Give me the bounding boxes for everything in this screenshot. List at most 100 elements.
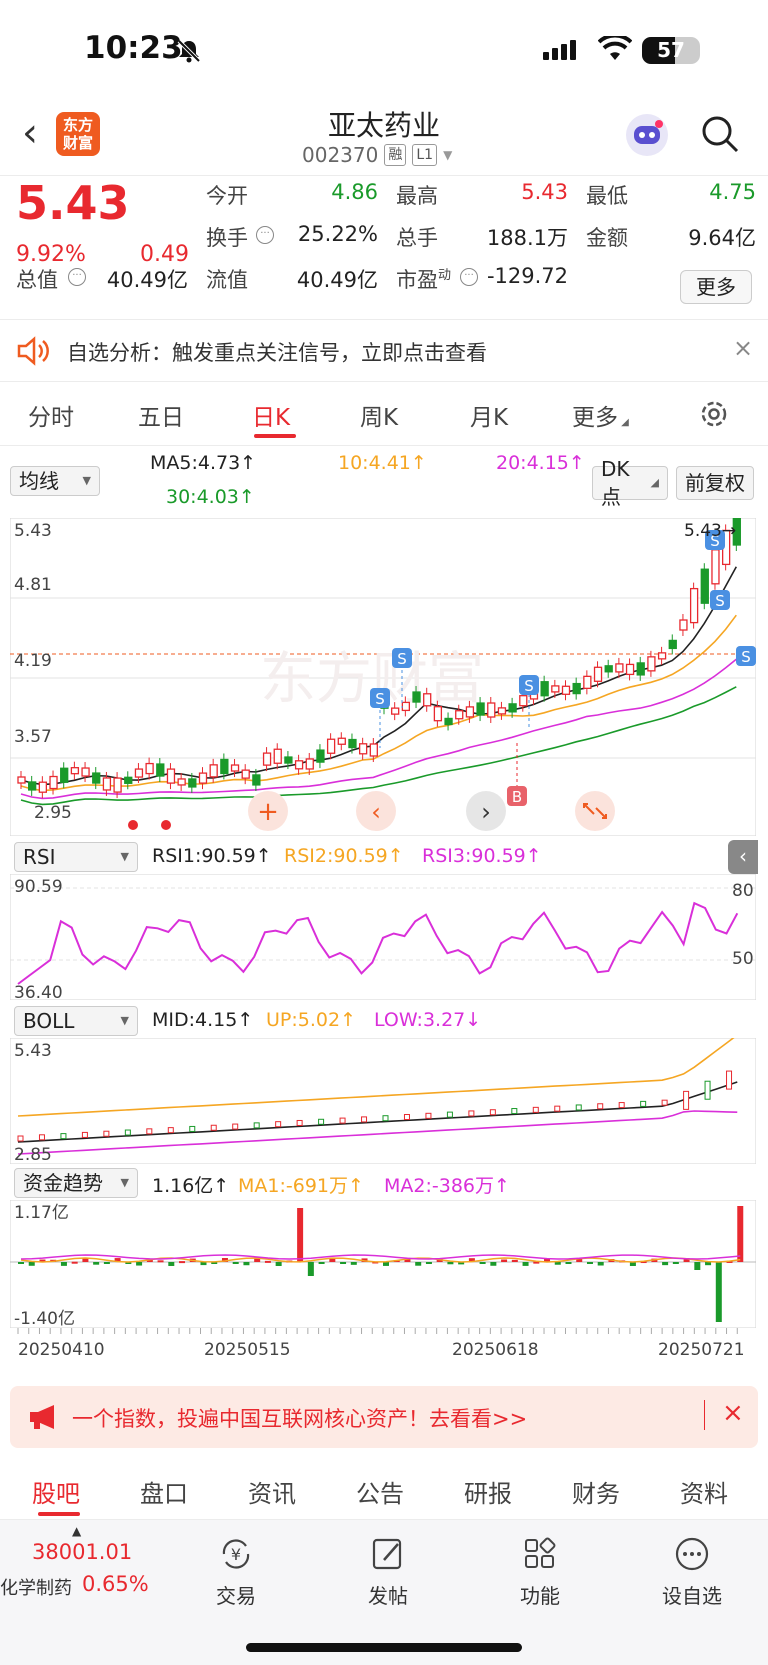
- chart-prev-button[interactable]: ‹: [356, 791, 396, 831]
- sector-index-value[interactable]: 38001.01: [32, 1540, 133, 1564]
- battery-icon: 57: [642, 37, 700, 64]
- indicator-selector-boll[interactable]: BOLL ▼: [14, 1006, 138, 1036]
- candle: [625, 663, 635, 676]
- boll-candle: [683, 1090, 690, 1110]
- info-tabs: 股吧 盘口 资讯 公告 研报 财务 资料: [0, 1460, 768, 1520]
- svg-text:S: S: [710, 532, 720, 550]
- close-icon[interactable]: ×: [722, 1398, 744, 1428]
- boll-candle: [511, 1108, 518, 1115]
- fund-bar: [383, 1262, 389, 1266]
- more-quote-button[interactable]: 更多: [680, 270, 752, 304]
- search-icon[interactable]: [700, 114, 740, 154]
- fund-bar: [511, 1259, 518, 1262]
- promo-banner[interactable]: 一个指数，投遍中国互联网核心资产！去看看>> ×: [10, 1386, 758, 1448]
- tab-announcements[interactable]: 公告: [356, 1480, 404, 1508]
- boll-candle: [403, 1114, 410, 1121]
- tab-five-day[interactable]: 五日: [138, 405, 184, 431]
- candle: [444, 717, 453, 726]
- tab-daily-k[interactable]: 日K: [252, 405, 291, 431]
- candle: [540, 681, 549, 697]
- sell-signal-markers[interactable]: S S S S S S: [370, 530, 756, 748]
- fullscreen-icon[interactable]: [575, 791, 615, 831]
- rsi-chart[interactable]: 90.59 36.40 80 50: [10, 874, 756, 1000]
- candle: [358, 743, 368, 755]
- tab-financials[interactable]: 财务: [572, 1480, 620, 1508]
- indicator-selector-fund[interactable]: 资金趋势 ▼: [14, 1168, 138, 1198]
- candle: [220, 758, 229, 775]
- candle: [412, 691, 421, 703]
- fund-trend-chart[interactable]: 1.17亿 -1.40亿: [10, 1200, 756, 1328]
- info-icon[interactable]: ···: [460, 268, 478, 286]
- boll-candle: [661, 1099, 668, 1106]
- rsi2-value: RSI2:90.59↑: [284, 845, 404, 867]
- fund-bar: [275, 1262, 282, 1266]
- candle: [679, 619, 688, 631]
- close-icon[interactable]: ×: [733, 334, 754, 362]
- fund-bar: [28, 1262, 35, 1266]
- boll-chart[interactable]: 5.43 2.85: [10, 1038, 756, 1164]
- tab-forum[interactable]: 股吧: [32, 1480, 80, 1508]
- side-panel-toggle[interactable]: ‹: [728, 840, 758, 874]
- boll-candle: [704, 1080, 711, 1100]
- add-watchlist-button[interactable]: 设自选: [652, 1532, 732, 1609]
- indicator-selector-rsi[interactable]: RSI ▼: [14, 842, 138, 872]
- turnover-value: 25.22%: [297, 222, 378, 246]
- trade-button[interactable]: ¥ 交易: [196, 1532, 276, 1609]
- tab-news[interactable]: 资讯: [248, 1480, 296, 1508]
- float-cap-value: 40.49亿: [296, 268, 378, 292]
- fund-bar: [672, 1262, 679, 1264]
- indicator-selector-ma[interactable]: 均线 ▼: [10, 466, 100, 496]
- tab-more[interactable]: 更多 ◢: [572, 405, 629, 431]
- fund-bar: [458, 1262, 465, 1265]
- buy-signal-marker[interactable]: B: [507, 743, 527, 806]
- x-label: 20250410: [18, 1340, 105, 1360]
- post-button[interactable]: 发帖: [348, 1532, 428, 1609]
- back-button[interactable]: ‹: [22, 110, 38, 156]
- yuan-exchange-icon: ¥: [222, 1539, 250, 1569]
- gear-icon[interactable]: [698, 398, 730, 430]
- info-icon[interactable]: ···: [68, 268, 86, 286]
- candle: [305, 758, 314, 770]
- chart-add-button[interactable]: +: [248, 791, 288, 831]
- candle: [262, 752, 272, 766]
- boll-candle: [189, 1125, 196, 1132]
- tab-research[interactable]: 研报: [464, 1480, 512, 1508]
- info-icon[interactable]: ···: [256, 226, 274, 244]
- function-button[interactable]: 功能: [500, 1532, 580, 1609]
- candle: [391, 707, 400, 715]
- fund-bar: [565, 1262, 572, 1264]
- sector-name[interactable]: 化学制药: [0, 1578, 72, 1599]
- kline-chart[interactable]: 东方财富 S S S S S S B + ‹ › 5.43 4.81 4.19 …: [10, 518, 756, 836]
- candle: [326, 738, 336, 754]
- signal-notice-bar[interactable]: 自选分析：触发重点关注信号，立即点击查看 ×: [0, 320, 768, 382]
- boll-mid-value: MID:4.15↑: [152, 1009, 254, 1031]
- tab-intraday[interactable]: 分时: [28, 405, 74, 431]
- fund-bar: [726, 1260, 733, 1263]
- event-dot[interactable]: [161, 820, 171, 830]
- stock-code-row[interactable]: 002370 融 L1 ▼: [302, 143, 452, 167]
- assistant-robot-icon[interactable]: [626, 114, 668, 156]
- svg-text:S: S: [397, 650, 407, 668]
- svg-text:S: S: [524, 677, 534, 695]
- fund-bar: [447, 1262, 454, 1265]
- stock-header: ‹ 东方 财富 亚太药业 002370 融 L1 ▼: [0, 100, 768, 176]
- dk-point-button[interactable]: DK点 ◢: [592, 457, 668, 509]
- ma-line: [20, 614, 737, 792]
- candle: [81, 767, 90, 777]
- candle: [145, 762, 154, 775]
- fund-bar: [404, 1259, 411, 1262]
- tab-monthly-k[interactable]: 月K: [470, 405, 509, 431]
- y-label: 4.81: [14, 575, 52, 595]
- change-percent: 9.92%: [16, 242, 86, 267]
- tab-profile[interactable]: 资料: [680, 1480, 728, 1508]
- tab-orderbook[interactable]: 盘口: [140, 1480, 188, 1508]
- event-dot[interactable]: [128, 820, 138, 830]
- rsi-line: [17, 901, 739, 985]
- adjust-price-button[interactable]: 前复权: [676, 466, 754, 500]
- volume-label: 总手: [396, 226, 438, 250]
- candle: [273, 748, 282, 764]
- chart-next-button[interactable]: ›: [466, 791, 506, 831]
- tab-weekly-k[interactable]: 周K: [360, 405, 399, 431]
- fund-bar: [329, 1258, 336, 1262]
- svg-text:-1.40亿: -1.40亿: [14, 1309, 75, 1328]
